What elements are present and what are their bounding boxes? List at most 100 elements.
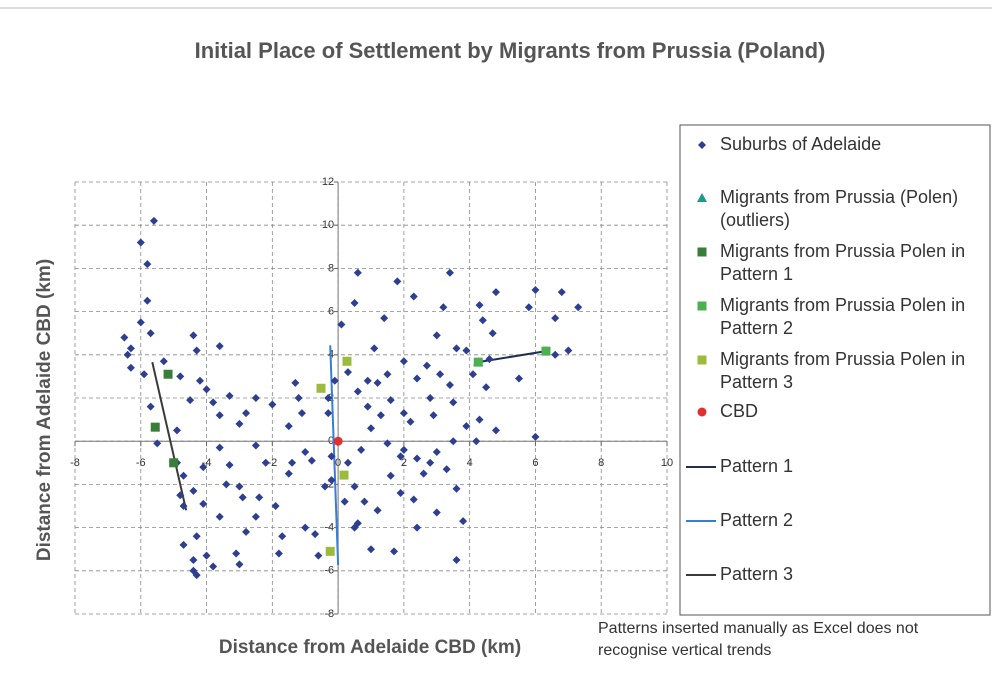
- point: [439, 303, 448, 312]
- point: [343, 368, 352, 377]
- point: [449, 437, 458, 446]
- point: [126, 344, 135, 353]
- point: [475, 415, 484, 424]
- point: [399, 357, 408, 366]
- point: [225, 460, 234, 469]
- point: [209, 562, 218, 571]
- point: [473, 357, 483, 367]
- point: [324, 394, 333, 402]
- legend-marker: [686, 466, 716, 468]
- x-tick-label: 4: [467, 457, 473, 469]
- point: [297, 409, 306, 418]
- point: [462, 346, 471, 355]
- point: [396, 489, 405, 498]
- point: [169, 458, 179, 468]
- point: [242, 527, 251, 536]
- x-axis-label: Distance from Adelaide CBD (km): [219, 637, 521, 658]
- point: [442, 465, 451, 474]
- legend-box: [679, 124, 991, 616]
- point: [136, 318, 145, 327]
- legend-label: Migrants from Prussia Polen in Pattern 1: [720, 241, 966, 284]
- chart-title: Initial Place of Settlement by Migrants …: [195, 38, 826, 63]
- y-tick-label: 6: [328, 306, 334, 318]
- point: [284, 469, 293, 478]
- point: [468, 370, 477, 379]
- point: [396, 452, 405, 461]
- x-tick-label: -2: [267, 457, 277, 469]
- point: [232, 549, 241, 558]
- point: [291, 378, 300, 387]
- point: [339, 470, 349, 480]
- point: [524, 303, 533, 312]
- point: [199, 463, 208, 472]
- point: [172, 426, 181, 435]
- point: [445, 381, 454, 390]
- point: [195, 376, 204, 385]
- point: [472, 437, 481, 446]
- point: [274, 549, 283, 558]
- point: [314, 551, 323, 560]
- point: [488, 329, 497, 338]
- legend-entry: Migrants from Prussia Polen in Pattern 1: [682, 240, 987, 286]
- point: [153, 439, 162, 448]
- point: [574, 303, 583, 312]
- point: [383, 370, 392, 379]
- legend-label: Pattern 1: [720, 456, 794, 476]
- point: [301, 523, 310, 532]
- x-tick-label: 6: [532, 457, 538, 469]
- legend-marker: [697, 301, 707, 311]
- point: [452, 556, 461, 564]
- point: [697, 407, 707, 417]
- point: [445, 268, 454, 277]
- legend-entry: CBD: [682, 400, 987, 423]
- point: [482, 383, 491, 392]
- point: [251, 394, 260, 402]
- point: [215, 411, 224, 420]
- legend-entry: Pattern 2: [682, 509, 987, 532]
- legend-label: Migrants from Prussia (Polen) (outliers): [720, 187, 959, 230]
- legend-marker: [697, 247, 707, 257]
- legend-marker: [686, 574, 716, 576]
- point: [426, 394, 435, 402]
- point: [225, 391, 234, 400]
- point: [146, 402, 155, 411]
- legend-label: Suburbs of Adelaide: [720, 134, 882, 154]
- point: [413, 374, 422, 383]
- point: [393, 277, 402, 286]
- point: [353, 268, 362, 277]
- point: [235, 560, 244, 569]
- legend-entry: Migrants from Prussia Polen in Pattern 3: [682, 348, 987, 394]
- point: [373, 506, 382, 515]
- point: [288, 458, 297, 467]
- point: [531, 432, 540, 441]
- point: [327, 476, 336, 485]
- legend-marker: [698, 141, 706, 149]
- point: [136, 238, 145, 247]
- point: [376, 411, 385, 420]
- legend-label: Migrants from Prussia Polen in Pattern 2: [720, 295, 966, 338]
- point: [320, 482, 329, 491]
- legend-entry: Pattern 3: [682, 563, 987, 586]
- point: [176, 372, 185, 381]
- legend-label: Pattern 3: [720, 564, 794, 584]
- point: [215, 443, 224, 452]
- point: [311, 530, 320, 539]
- point: [380, 314, 389, 323]
- point: [192, 571, 201, 580]
- point: [268, 400, 277, 409]
- point: [436, 370, 445, 379]
- point: [325, 546, 335, 556]
- point: [367, 545, 375, 554]
- point: [422, 361, 431, 370]
- point: [251, 441, 260, 450]
- x-tick-label: -8: [70, 457, 80, 469]
- x-tick-label: -6: [136, 457, 146, 469]
- point: [235, 419, 244, 428]
- x-tick-label: 2: [401, 457, 407, 469]
- point: [432, 331, 441, 340]
- annotation: Patterns inserted manually as Excel does…: [598, 620, 919, 659]
- legend-marker: [697, 355, 707, 365]
- point: [551, 314, 560, 323]
- point: [222, 480, 231, 489]
